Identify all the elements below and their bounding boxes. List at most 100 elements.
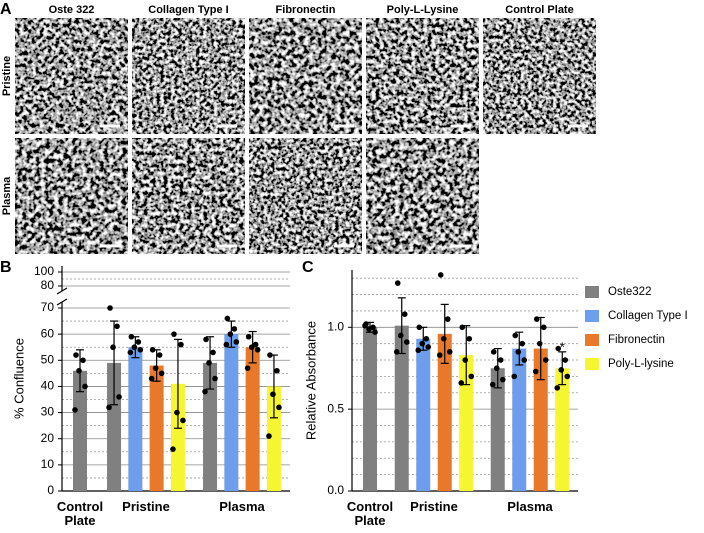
bar <box>459 355 474 491</box>
column-title: Control Plate <box>505 4 573 16</box>
data-point <box>131 344 138 351</box>
axis-break <box>56 298 68 306</box>
x-tick-label: Pristine <box>122 499 170 514</box>
data-point <box>212 375 218 382</box>
data-point <box>274 367 280 374</box>
bar <box>512 348 527 491</box>
data-point <box>394 280 401 286</box>
error-bar <box>110 320 119 406</box>
y-tick-label: 50 <box>41 352 55 366</box>
data-point <box>462 357 469 363</box>
data-point <box>224 315 231 322</box>
data-point <box>397 332 404 339</box>
y-tick-label: 0.5 <box>327 401 344 415</box>
micrograph <box>366 18 479 134</box>
data-point <box>76 367 82 374</box>
data-point <box>459 324 466 331</box>
data-point <box>446 349 453 355</box>
data-point <box>403 339 410 345</box>
error-bar <box>440 303 449 364</box>
micrograph <box>132 138 245 254</box>
data-point <box>127 349 134 356</box>
data-point <box>223 341 230 348</box>
legend-label: Fibronectin <box>608 334 665 346</box>
data-point <box>497 357 504 363</box>
legend-swatch <box>585 334 599 346</box>
micrograph <box>249 18 362 134</box>
data-point <box>254 347 261 353</box>
y-tick-label: 30 <box>41 405 55 419</box>
y-axis-title: Relative Absorbance <box>303 321 318 440</box>
data-point <box>73 352 79 358</box>
data-point <box>252 341 259 348</box>
data-point <box>416 324 423 331</box>
data-point <box>437 272 444 278</box>
data-point <box>554 385 561 391</box>
legend-label: Poly-L-lysine <box>608 358 674 370</box>
column-title: Collagen Type I <box>148 4 228 16</box>
bar <box>555 368 570 491</box>
x-tick-label: Plasma <box>219 499 265 514</box>
bar <box>437 333 452 491</box>
y-axis-title: % Confluence <box>11 338 26 419</box>
data-point <box>468 373 475 380</box>
error-bar <box>397 297 406 355</box>
data-point <box>440 335 447 342</box>
data-point <box>519 340 526 347</box>
bar <box>203 362 218 491</box>
y-tick-label: 60 <box>41 326 55 340</box>
data-point <box>158 370 165 377</box>
data-point <box>393 349 400 355</box>
bar <box>394 325 409 491</box>
legend-label: Oste322 <box>608 286 651 298</box>
data-point <box>106 404 112 411</box>
data-point <box>458 380 465 386</box>
data-point <box>436 352 443 358</box>
data-point <box>128 333 135 340</box>
data-point <box>499 376 506 383</box>
data-point <box>245 333 252 340</box>
micrograph <box>15 18 128 134</box>
y-tick-label: 0.0 <box>327 483 344 497</box>
data-point <box>210 349 216 356</box>
data-point <box>372 329 378 336</box>
data-point <box>515 349 522 355</box>
data-point <box>536 340 543 347</box>
data-point <box>114 323 120 330</box>
data-point <box>489 381 496 388</box>
data-point <box>512 332 519 339</box>
y-tick-label: 1.0 <box>327 319 344 333</box>
data-point <box>419 340 426 347</box>
data-point <box>248 344 255 351</box>
data-point <box>171 331 177 337</box>
data-point <box>170 446 176 452</box>
data-point <box>137 347 144 353</box>
y-tick-label: 70 <box>41 300 55 314</box>
micrograph <box>483 18 596 134</box>
data-point <box>276 404 282 411</box>
y-tick-label: 10 <box>41 457 55 471</box>
data-point <box>233 339 240 345</box>
data-point <box>82 383 88 390</box>
column-title: Fibronectin <box>276 4 336 16</box>
data-point <box>562 357 569 363</box>
bar <box>533 348 548 491</box>
data-point <box>266 433 272 439</box>
column-title: Poly-L-Lysine <box>387 4 459 16</box>
bar <box>266 386 281 491</box>
legend-label: Collagen Type I <box>608 310 688 322</box>
micrograph <box>132 18 245 134</box>
y-tick-label: 20 <box>41 431 55 445</box>
x-tick-label: Control Plate <box>346 499 394 528</box>
micrograph <box>249 138 362 254</box>
data-point <box>401 311 408 318</box>
data-point <box>555 345 562 352</box>
micrograph <box>15 138 128 254</box>
row-title: Pristine <box>1 56 13 96</box>
axis-break <box>56 287 68 295</box>
y-tick-label: 40 <box>41 379 55 393</box>
data-point <box>558 367 565 373</box>
data-point <box>72 407 78 413</box>
